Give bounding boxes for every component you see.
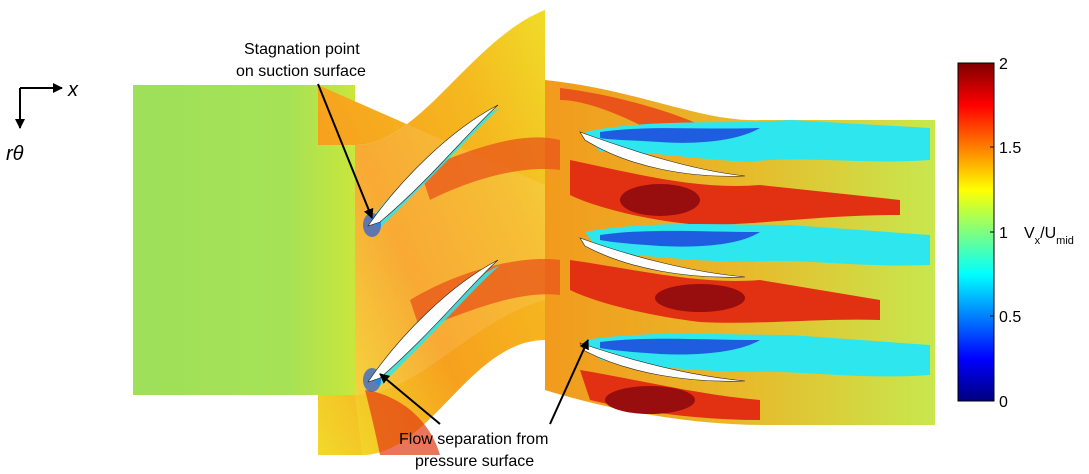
theta-axis-label: rθ bbox=[6, 143, 24, 165]
colorbar-tick-label: 1.5 bbox=[999, 140, 1021, 157]
svg-text:Vx/Umid: Vx/Umid bbox=[1024, 225, 1074, 247]
colorbar-label-v: V bbox=[1024, 225, 1035, 242]
coordinate-axes: x rθ bbox=[6, 79, 79, 165]
colorbar-ticks: 2 1.5 1 0.5 0 bbox=[990, 56, 1021, 411]
colorbar-tick-label: 1 bbox=[999, 225, 1008, 242]
colorbar-tick-label: 0 bbox=[999, 394, 1008, 411]
x-axis-label: x bbox=[67, 79, 79, 101]
colorbar-label-u: /U bbox=[1040, 225, 1056, 242]
colorbar-scale bbox=[958, 63, 994, 401]
separation-label-line1: Flow separation from bbox=[399, 431, 548, 448]
colorbar: 2 1.5 1 0.5 0 Vx/Umid bbox=[958, 56, 1074, 411]
colorbar-label: Vx/Umid bbox=[1024, 225, 1074, 247]
colorbar-label-sub-mid: mid bbox=[1056, 235, 1074, 247]
stagnation-label-line1: Stagnation point bbox=[244, 41, 360, 58]
stator-main-body bbox=[355, 10, 545, 455]
rotor-darkred-2 bbox=[655, 284, 745, 312]
colorbar-tick-label: 0.5 bbox=[999, 309, 1021, 326]
rotor-darkred-1 bbox=[620, 184, 700, 216]
separation-label-line2: pressure surface bbox=[415, 453, 534, 470]
stagnation-label-line2: on suction surface bbox=[236, 63, 366, 80]
colorbar-tick-label: 2 bbox=[999, 56, 1008, 73]
rotor-darkred-3 bbox=[605, 386, 695, 414]
